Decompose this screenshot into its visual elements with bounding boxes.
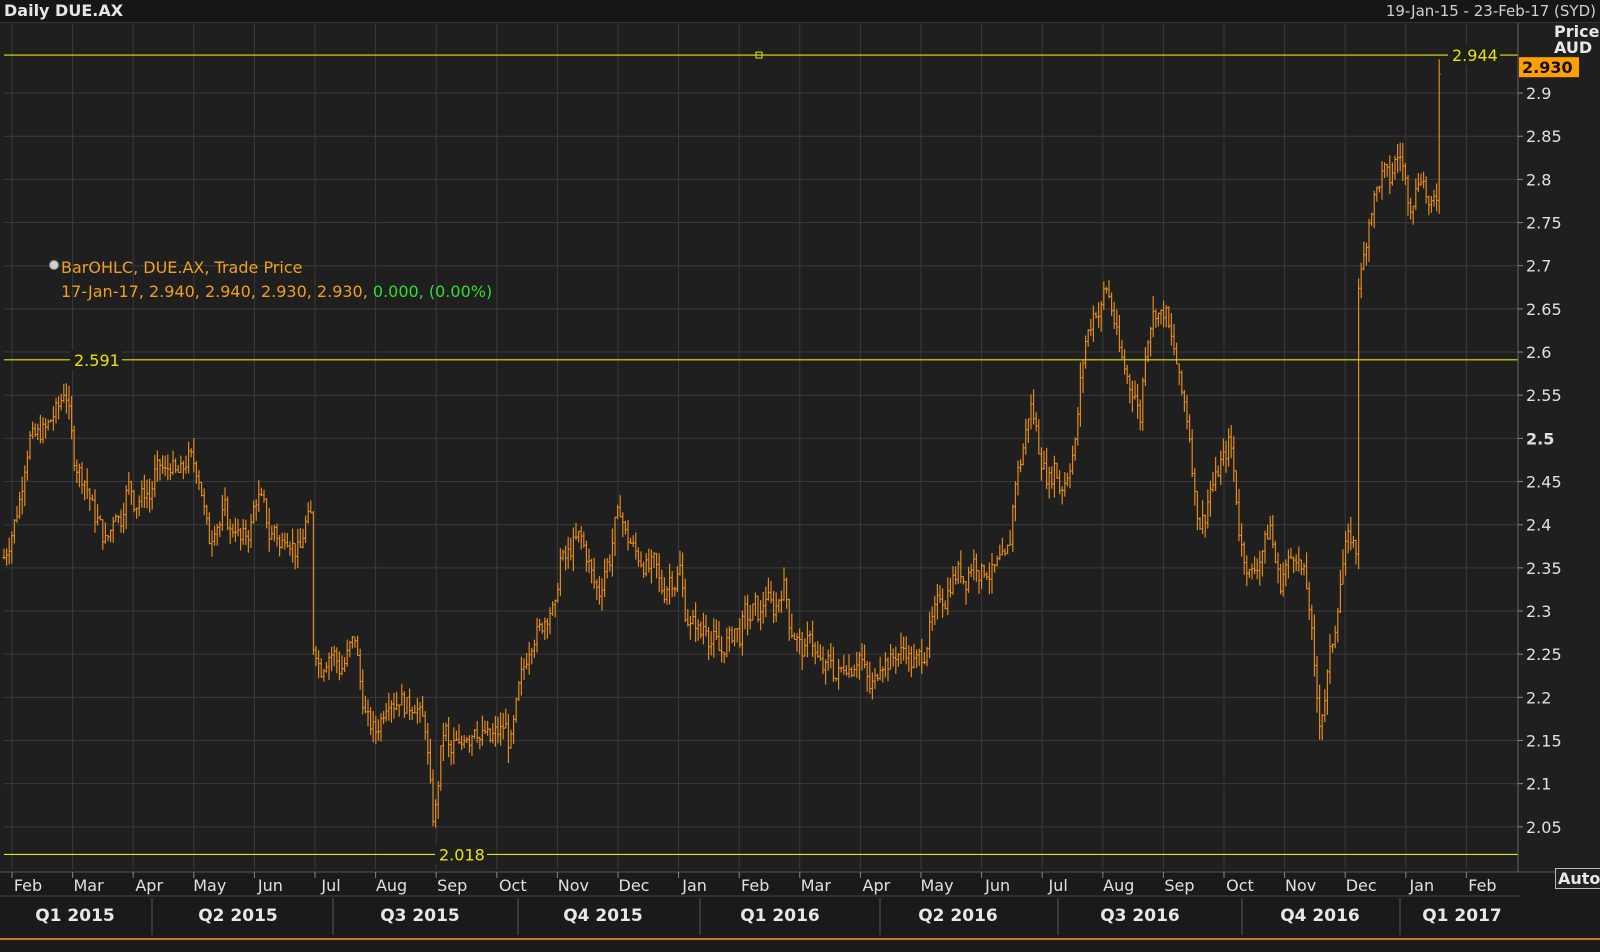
- x-month-label: Aug: [376, 876, 407, 895]
- x-month-label: Feb: [741, 876, 769, 895]
- reference-label: 2.591: [74, 351, 120, 370]
- chart-header: Daily DUE.AX 19-Jan-15 - 23-Feb-17 (SYD): [0, 0, 1600, 23]
- chart-title: Daily DUE.AX: [4, 1, 124, 20]
- y-tick-label: 2.8: [1526, 170, 1551, 189]
- reference-label-bg: [435, 844, 487, 865]
- x-month-label: May: [193, 876, 226, 895]
- last-price-label: 2.930: [1522, 58, 1573, 77]
- grid: [4, 24, 1518, 870]
- y-tick-label: 2.4: [1526, 516, 1551, 535]
- series-legend: BarOHLC, DUE.AX, Trade Price 17-Jan-17, …: [49, 256, 492, 304]
- reference-lines: 2.944 2.591 2.018: [4, 45, 1518, 865]
- x-quarter-label: Q2 2015: [198, 906, 278, 926]
- x-month-label: Feb: [1468, 876, 1496, 895]
- y-tick-label: 2.2: [1526, 688, 1551, 707]
- y-tick-label: 2.35: [1526, 559, 1562, 578]
- legend-series-label: BarOHLC, DUE.AX, Trade Price: [61, 258, 303, 277]
- y-tick-label: 2.45: [1526, 473, 1562, 492]
- y-axis-unit: Price AUD: [1554, 24, 1599, 56]
- y-tick-label: 2.1: [1526, 775, 1551, 794]
- x-month-label: Dec: [619, 876, 650, 895]
- x-month-label: Jan: [681, 876, 707, 895]
- x-month-label: Mar: [801, 876, 832, 895]
- reference-label: 2.018: [439, 845, 485, 864]
- auto-scale-button[interactable]: Auto: [1555, 868, 1600, 889]
- y-tick-label: 2.9: [1526, 84, 1551, 103]
- x-month-label: Apr: [135, 876, 163, 895]
- y-tick-label: 2.15: [1526, 732, 1562, 751]
- y-axis: 2.05 2.1 2.15 2.2 2.25 2.3 2.35 2.4 2.45 2.5 2.55 2…: [1517, 22, 1579, 897]
- y-tick-label: 2.6: [1526, 343, 1551, 362]
- x-quarter-label: Q4 2015: [563, 906, 643, 926]
- x-quarter-label: Q3 2016: [1100, 906, 1180, 926]
- x-month-label: Dec: [1346, 876, 1377, 895]
- y-tick-label: 2.7: [1526, 257, 1551, 276]
- x-month-label: Jul: [320, 876, 340, 895]
- y-tick-label: 2.85: [1526, 127, 1562, 146]
- legend-ohlc-values: 17-Jan-17, 2.940, 2.940, 2.930, 2.930, 0…: [51, 280, 492, 304]
- last-price-badge: [1519, 57, 1579, 78]
- y-axis-unit-currency: AUD: [1554, 38, 1593, 57]
- x-month-label: Jun: [984, 876, 1010, 895]
- legend-change: 0.000, (0.00%): [372, 282, 493, 301]
- x-month-label: Jul: [1048, 876, 1068, 895]
- x-month-label: Jun: [257, 876, 283, 895]
- x-quarter-label: Q1 2016: [740, 906, 820, 926]
- x-month-label: May: [920, 876, 953, 895]
- ohlc-bars: [2, 59, 1441, 828]
- date-range: 19-Jan-15 - 23-Feb-17 (SYD): [1385, 2, 1596, 20]
- x-axis-background: [0, 872, 1600, 938]
- x-month-label: Sep: [437, 876, 467, 895]
- reference-label-bg: [1448, 45, 1500, 66]
- x-axis: Feb Mar Apr May Jun Jul Aug Sep Oct Nov Dec Jan Feb M…: [0, 871, 1600, 938]
- x-quarter-label: Q1 2017: [1422, 906, 1502, 926]
- x-month-label: Oct: [499, 876, 527, 895]
- legend-toggle-icon[interactable]: [49, 260, 59, 270]
- reference-label: 2.944: [1452, 46, 1498, 65]
- x-month-label: Feb: [14, 876, 42, 895]
- y-tick-label: 2.65: [1526, 300, 1562, 319]
- x-month-label: Oct: [1226, 876, 1254, 895]
- x-month-label: Aug: [1103, 876, 1134, 895]
- y-tick-label: 2.5: [1526, 429, 1554, 448]
- y-tick-label: 2.3: [1526, 602, 1551, 621]
- x-month-label: Jan: [1408, 876, 1434, 895]
- x-quarter-label: Q2 2016: [918, 906, 998, 926]
- y-tick-label: 2.05: [1526, 818, 1562, 837]
- line-handle-icon: [755, 51, 763, 59]
- x-quarter-label: Q3 2015: [380, 906, 460, 926]
- y-tick-label: 2.75: [1526, 214, 1562, 233]
- x-month-label: Apr: [863, 876, 891, 895]
- legend-ohlc-prefix: 17-Jan-17, 2.940, 2.940, 2.930, 2.930,: [61, 282, 373, 301]
- x-quarter-label: Q1 2015: [35, 906, 115, 926]
- x-month-label: Sep: [1164, 876, 1194, 895]
- x-month-label: Nov: [558, 876, 589, 895]
- x-quarter-label: Q4 2016: [1280, 906, 1360, 926]
- y-tick-label: 2.25: [1526, 645, 1562, 664]
- y-tick-label: 2.55: [1526, 386, 1562, 405]
- footer-strip: [0, 938, 1600, 952]
- x-month-label: Mar: [74, 876, 105, 895]
- y-axis-unit-price: Price: [1554, 22, 1600, 41]
- x-month-label: Nov: [1285, 876, 1316, 895]
- reference-label-bg: [70, 349, 122, 370]
